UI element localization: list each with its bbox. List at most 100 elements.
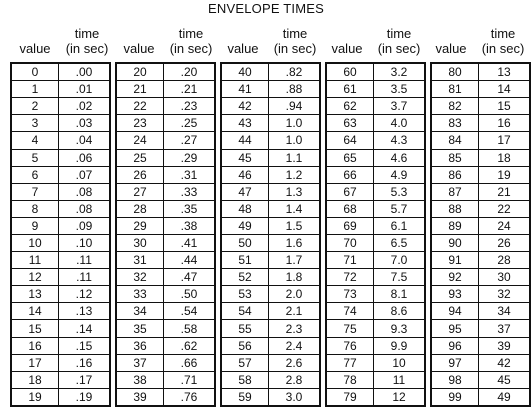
column-headers: value time (in sec) value time (in sec) va… — [10, 26, 530, 56]
value-cell: 34 — [115, 302, 164, 321]
time-cell: .88 — [268, 80, 321, 99]
value-cell: 58 — [220, 370, 269, 389]
time-cell: .82 — [268, 62, 321, 82]
time-cell: 18 — [478, 148, 531, 167]
time-header: time (in sec) — [164, 26, 218, 56]
time-cell: 2.4 — [268, 336, 321, 355]
time-cell: .09 — [58, 216, 111, 235]
header-group-2: value time (in sec) — [114, 26, 218, 56]
table-row: 73 8.1 — [325, 285, 426, 304]
time-cell: .19 — [58, 387, 111, 407]
value-cell: 70 — [325, 233, 374, 253]
table-row: 51 1.7 — [220, 251, 321, 270]
table-title: ENVELOPE TIMES — [208, 1, 324, 16]
time-cell: 49 — [478, 387, 531, 407]
value-cell: 31 — [115, 251, 164, 270]
table-row: 66 4.9 — [325, 165, 426, 184]
time-cell: 21 — [478, 182, 531, 201]
time-cell: .14 — [58, 319, 111, 338]
value-cell: 80 — [430, 62, 479, 82]
value-header: value — [123, 41, 155, 56]
header-group-4: value time (in sec) — [322, 26, 426, 56]
value-cell: 71 — [325, 251, 374, 270]
table-row: 83 16 — [430, 114, 531, 133]
time-cell: .62 — [163, 336, 216, 355]
value-cell: 48 — [220, 199, 269, 218]
value-cell: 67 — [325, 182, 374, 201]
time-cell: 2.1 — [268, 302, 321, 321]
value-cell: 13 — [10, 285, 59, 304]
time-cell: .08 — [58, 199, 111, 218]
value-cell: 4 — [10, 131, 59, 150]
table-row: 14.13 — [10, 302, 111, 321]
time-cell: .03 — [58, 114, 111, 133]
time-cell: .17 — [58, 370, 111, 389]
table-row: 28.35 — [115, 199, 216, 218]
value-cell: 27 — [115, 182, 164, 201]
table-row: 98 45 — [430, 370, 531, 389]
time-cell: 4.6 — [373, 148, 426, 167]
value-cell: 35 — [115, 319, 164, 338]
table-row: 40.82 — [220, 62, 321, 82]
time-cell: .07 — [58, 165, 111, 184]
value-cell: 45 — [220, 148, 269, 167]
value-cell: 99 — [430, 387, 479, 407]
table-row: 68 5.7 — [325, 199, 426, 218]
value-cell: 29 — [115, 216, 164, 235]
value-time-group-4: 60 3.2 61 3.5 62 3.7 63 4.0 64 4.3 65 4.6 66 4.9 67 5.3… — [325, 62, 426, 407]
value-cell: 6 — [10, 165, 59, 184]
value-cell: 72 — [325, 268, 374, 287]
table-row: 63 4.0 — [325, 114, 426, 133]
time-cell: 2.0 — [268, 285, 321, 304]
time-cell: .29 — [163, 148, 216, 167]
time-cell: .06 — [58, 148, 111, 167]
value-cell: 30 — [115, 233, 164, 253]
table-row: 57 2.6 — [220, 353, 321, 372]
time-cell: 34 — [478, 302, 531, 321]
time-cell: 15 — [478, 97, 531, 116]
value-cell: 68 — [325, 199, 374, 218]
value-cell: 57 — [220, 353, 269, 372]
value-cell: 74 — [325, 302, 374, 321]
value-cell: 85 — [430, 148, 479, 167]
value-cell: 96 — [430, 336, 479, 355]
time-header-line1: time — [490, 26, 516, 41]
time-cell: 37 — [478, 319, 531, 338]
time-cell: 1.1 — [268, 148, 321, 167]
table-row: 74 8.6 — [325, 302, 426, 321]
table-row: 95 37 — [430, 319, 531, 338]
value-cell: 64 — [325, 131, 374, 150]
time-cell: 1.3 — [268, 182, 321, 201]
time-cell: .50 — [163, 285, 216, 304]
time-cell: 3.2 — [373, 62, 426, 82]
time-cell: 19 — [478, 165, 531, 184]
table-row: 7.08 — [10, 182, 111, 201]
table-row: 76 9.9 — [325, 336, 426, 355]
time-cell: 45 — [478, 370, 531, 389]
time-header-line2: (in sec) — [273, 41, 317, 56]
value-cell: 61 — [325, 80, 374, 99]
table-row: 5.06 — [10, 148, 111, 167]
envelope-times-table: 0.00 1.01 2.02 3.03 4.04 5.06 6.07 7.08 8.08 9.09… — [10, 62, 531, 407]
time-cell: 16 — [478, 114, 531, 133]
value-cell: 24 — [115, 131, 164, 150]
table-row: 41.88 — [220, 80, 321, 99]
value-cell: 7 — [10, 182, 59, 201]
value-cell: 5 — [10, 148, 59, 167]
time-cell: .38 — [163, 216, 216, 235]
value-cell: 11 — [10, 251, 59, 270]
time-cell: 13 — [478, 62, 531, 82]
value-cell: 46 — [220, 165, 269, 184]
time-cell: 1.5 — [268, 216, 321, 235]
header-group-3: value time (in sec) — [218, 26, 322, 56]
table-row: 70 6.5 — [325, 233, 426, 253]
time-cell: 3.7 — [373, 97, 426, 116]
table-row: 96 39 — [430, 336, 531, 355]
table-row: 39.76 — [115, 387, 216, 407]
time-cell: 2.3 — [268, 319, 321, 338]
value-cell: 8 — [10, 199, 59, 218]
table-row: 10.10 — [10, 233, 111, 253]
time-cell: 1.2 — [268, 165, 321, 184]
time-cell: .35 — [163, 199, 216, 218]
value-cell: 87 — [430, 182, 479, 201]
